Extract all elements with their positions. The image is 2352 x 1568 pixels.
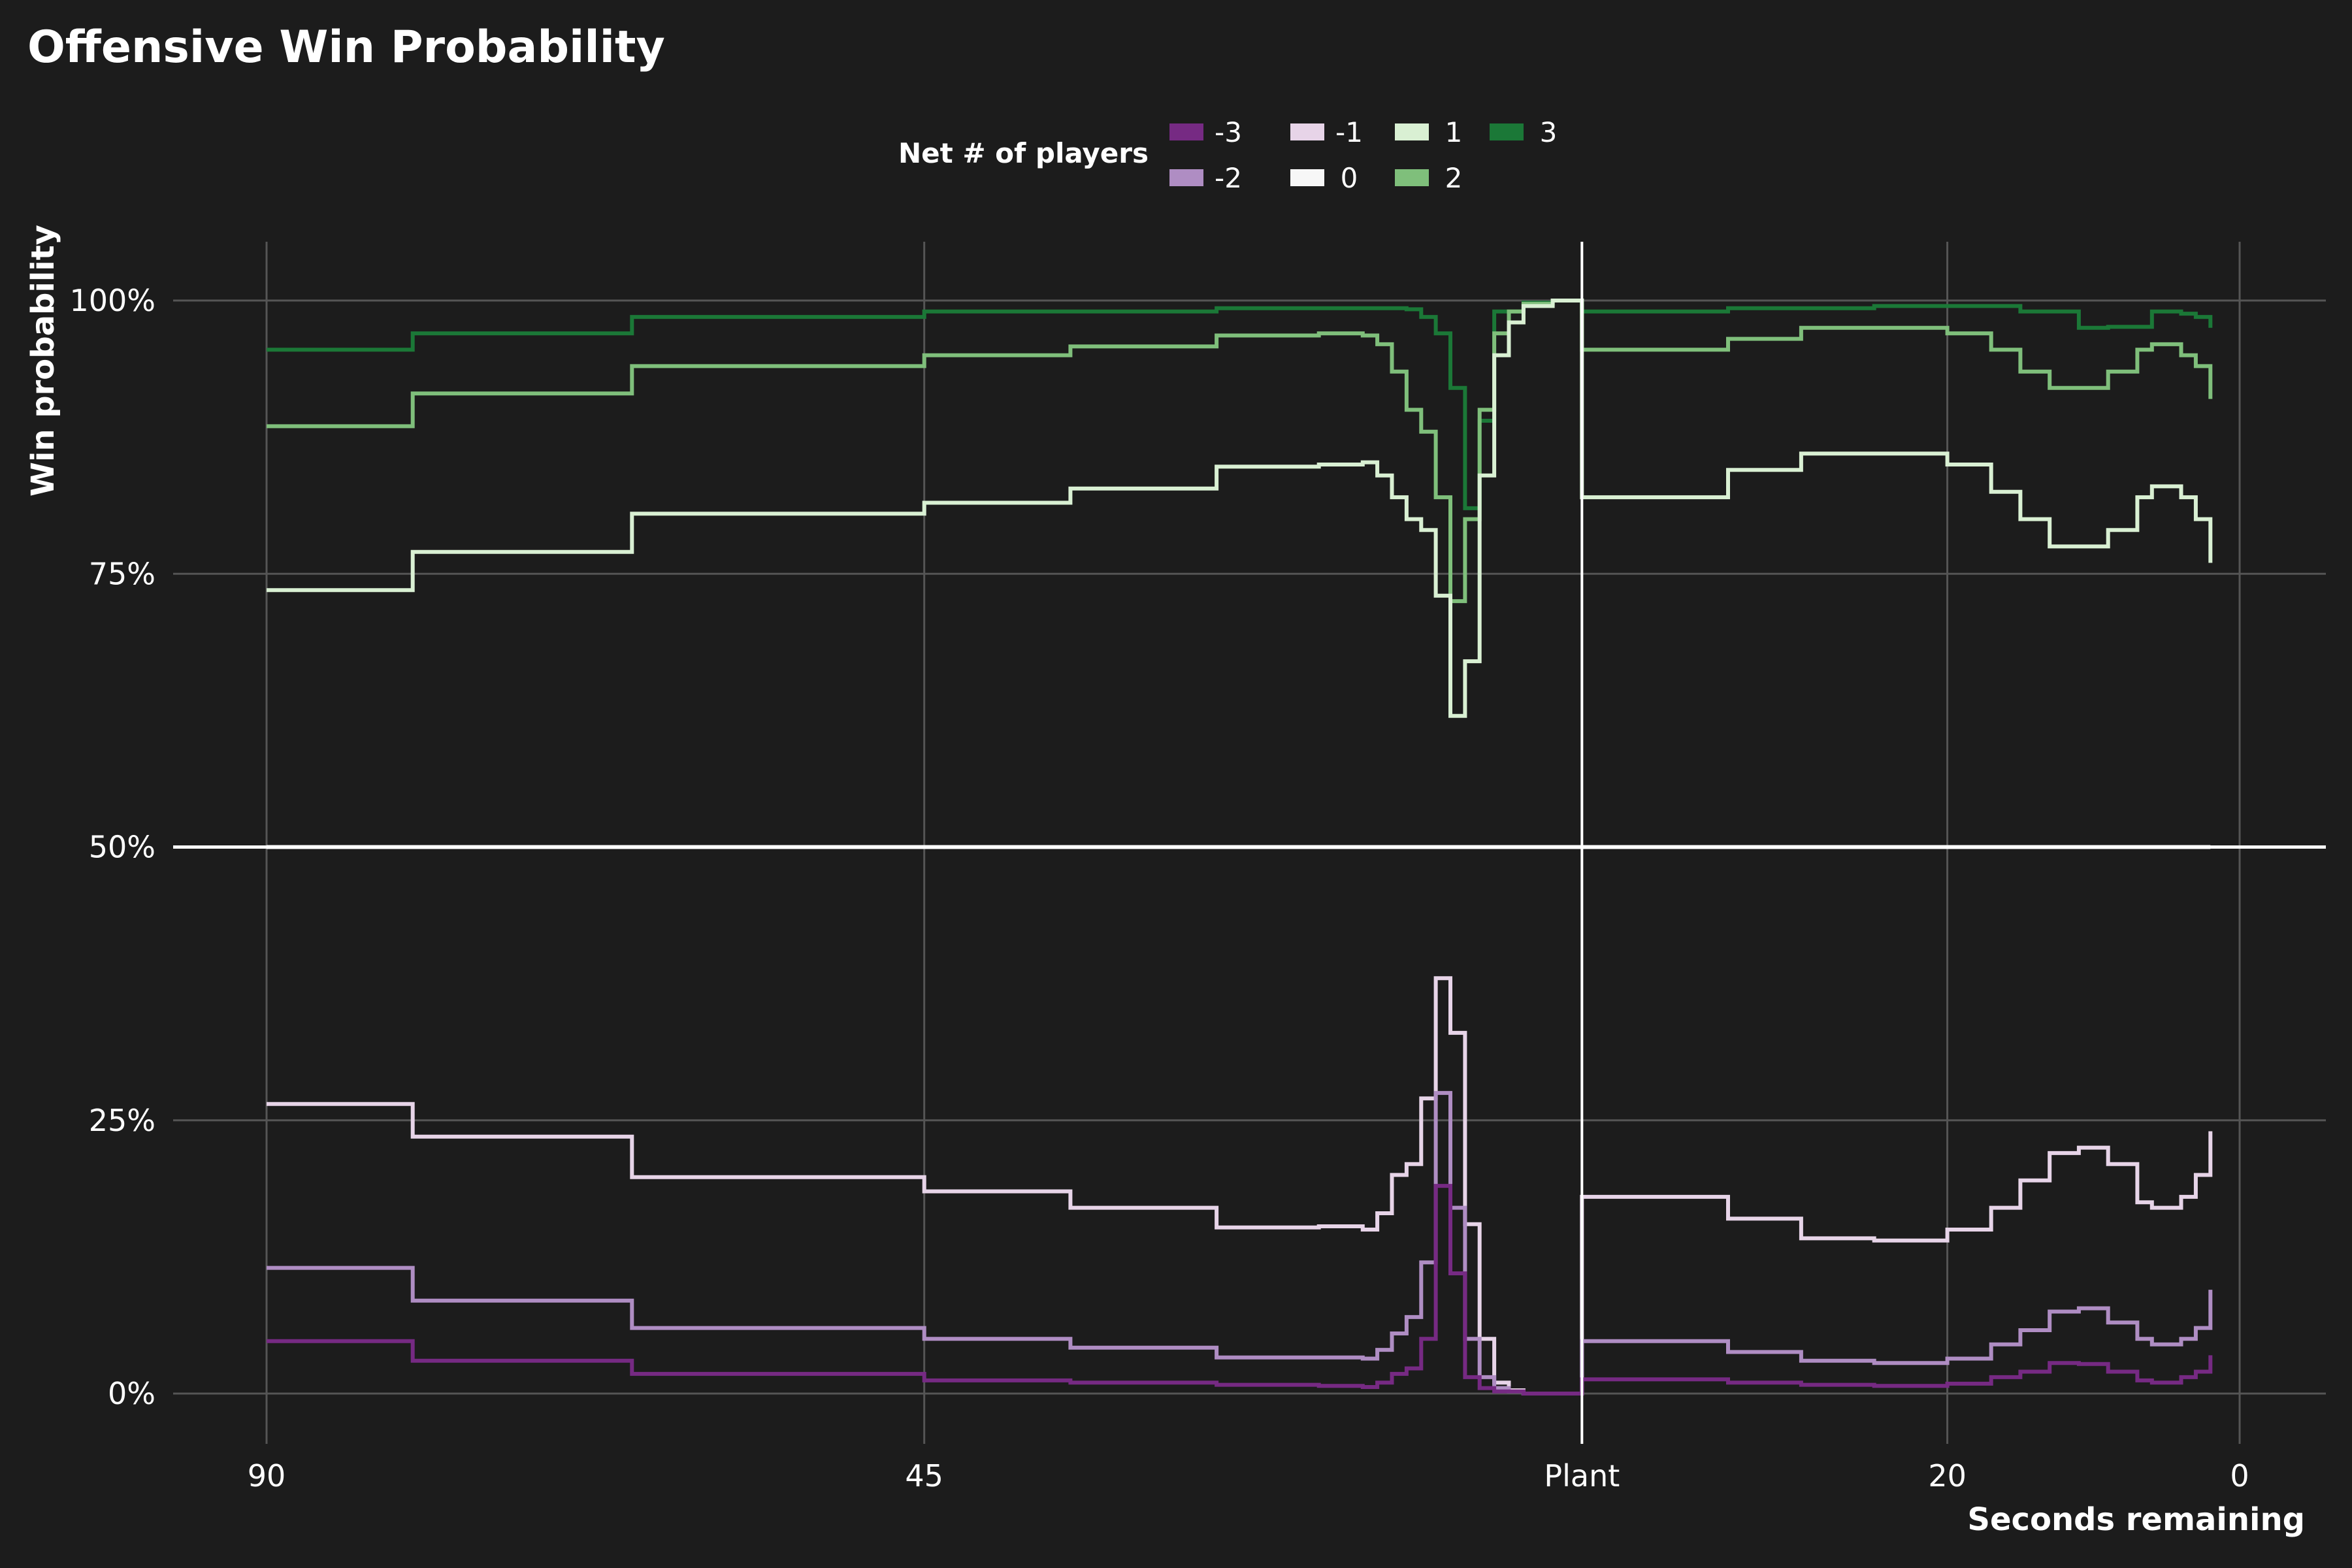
legend-title: Net # of players	[898, 137, 1149, 169]
legend-label-2: 2	[1445, 162, 1463, 194]
chart-title: Offensive Win Probability	[27, 22, 665, 73]
x-tick-label-0: 90	[248, 1458, 286, 1494]
legend-key-1	[1395, 123, 1429, 140]
y-axis-title: Win probability	[25, 225, 61, 497]
series-line-2	[267, 299, 2213, 604]
markers	[173, 242, 2326, 1444]
x-tick-label-4: 0	[2230, 1458, 2249, 1494]
x-tick-label-1: 45	[905, 1458, 943, 1494]
series-line--1	[267, 976, 2213, 1396]
y-ticks: 0% 25% 50% 75% 100%	[69, 283, 155, 1411]
legend-key-3	[1490, 123, 1524, 140]
legend-label-1: 1	[1445, 116, 1463, 148]
legend-label--1: -1	[1335, 116, 1363, 148]
legend-label--3: -3	[1215, 116, 1242, 148]
y-tick-label-4: 100%	[69, 283, 155, 318]
y-tick-label-3: 75%	[89, 556, 155, 591]
legend-label-0: 0	[1341, 162, 1358, 194]
legend-label--2: -2	[1215, 162, 1242, 194]
x-tick-label-2: Plant	[1544, 1458, 1620, 1494]
x-axis-title: Seconds remaining	[1967, 1501, 2305, 1538]
legend-key--3	[1169, 123, 1203, 140]
x-ticks: 90 45 Plant 20 0	[248, 1458, 2249, 1494]
legend-items: -3 -2 -1 0 1 2 3	[1169, 116, 1557, 194]
x-tick-label-3: 20	[1928, 1458, 1967, 1494]
y-tick-label-1: 25%	[89, 1103, 155, 1138]
series-line-1	[267, 299, 2213, 718]
y-tick-label-2: 50%	[89, 830, 155, 865]
legend: Net # of players -3 -2 -1 0 1 2 3	[898, 116, 1557, 194]
grid	[173, 242, 2326, 1444]
y-tick-label-0: 0%	[108, 1376, 155, 1411]
legend-label-3: 3	[1540, 116, 1558, 148]
legend-key--1	[1290, 123, 1324, 140]
legend-key-0	[1290, 169, 1324, 186]
series-line-3	[267, 299, 2213, 510]
series-line--3	[267, 1184, 2213, 1396]
legend-key--2	[1169, 169, 1203, 186]
legend-key-2	[1395, 169, 1429, 186]
